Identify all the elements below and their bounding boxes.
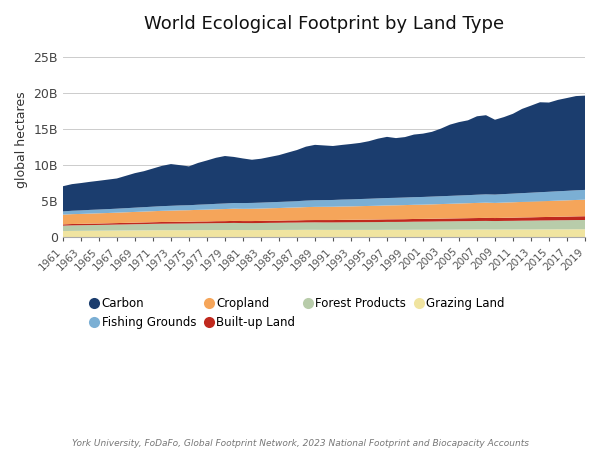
Y-axis label: global hectares: global hectares [15,92,28,189]
Text: York University, FoDaFo, Global Footprint Network, 2023 National Footprint and B: York University, FoDaFo, Global Footprin… [71,439,529,448]
Title: World Ecological Footprint by Land Type: World Ecological Footprint by Land Type [144,15,504,33]
Legend: Carbon, Fishing Grounds, Cropland, Built-up Land, Forest Products, Grazing Land: Carbon, Fishing Grounds, Cropland, Built… [91,297,505,329]
